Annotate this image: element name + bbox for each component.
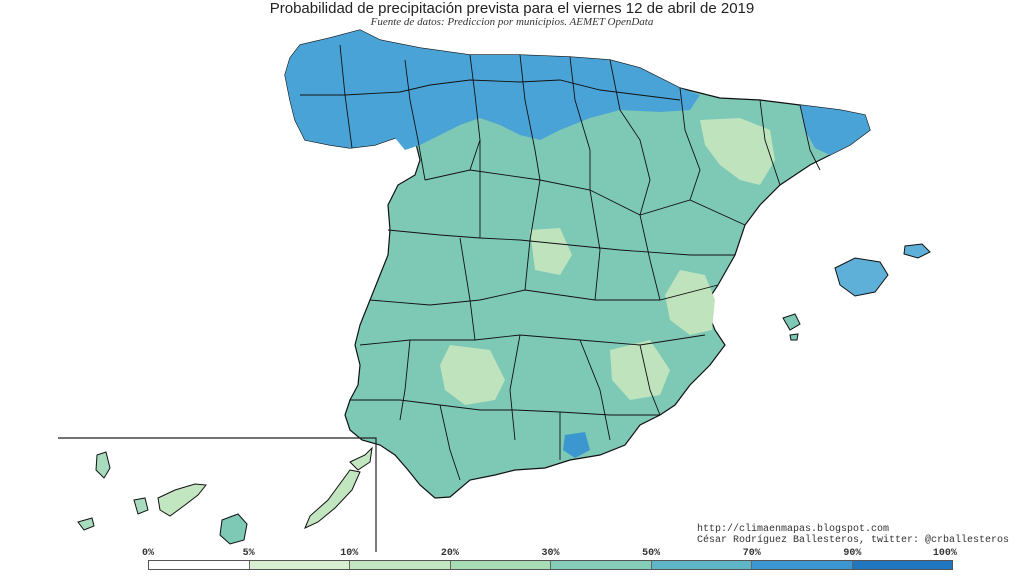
legend-label: 100% (932, 548, 957, 559)
el-hierro-island (77, 517, 95, 531)
fuerteventura-island (304, 469, 361, 529)
madrid-pale-zone (530, 228, 572, 275)
legend-swatch (551, 561, 652, 569)
legend-swatch (149, 561, 250, 569)
legend-label: 10% (340, 548, 359, 559)
credits-url: http://climaenmapas.blogspot.com (697, 524, 890, 535)
legend-label: 90% (843, 548, 862, 559)
tenerife-island (157, 483, 207, 517)
legend-label: 20% (440, 548, 459, 559)
lanzarote-island (349, 446, 373, 471)
legend-label: 70% (742, 548, 761, 559)
canary-inset-frame (58, 437, 377, 552)
mallorca-island (834, 257, 889, 297)
map-title: Probabilidad de precipitación prevista p… (269, 0, 755, 17)
la-gomera-island (133, 497, 149, 515)
southeast-pale-zone (610, 340, 670, 400)
gran-canaria-island (219, 513, 248, 545)
credits-author: César Rodríguez Ballesteros, twitter: @c… (697, 535, 1010, 546)
legend-swatch (852, 561, 952, 569)
legend-swatch (350, 561, 451, 569)
ebro-pale-zone (700, 118, 775, 185)
credits-block: http://climaenmapas.blogspot.com César R… (697, 524, 1009, 546)
legend: 0% 5% 10% 20% 30% 50% 70% 90% 100% (142, 548, 957, 572)
legend-label: 50% (642, 548, 661, 559)
la-palma-island (95, 451, 111, 479)
legend-color-bar (148, 560, 953, 570)
granada-blue-spot (563, 432, 590, 458)
legend-swatch (450, 561, 551, 569)
legend-swatch (651, 561, 752, 569)
province-boundaries (300, 44, 821, 481)
legend-label: 5% (242, 548, 255, 559)
legend-swatch (249, 561, 350, 569)
north-high-probability-zone (285, 30, 700, 150)
legend-label: 0% (141, 548, 155, 559)
map-subtitle: Fuente de datos: Prediccion por municipi… (370, 16, 654, 28)
northeast-blue-zone (800, 105, 870, 155)
menorca-island (903, 243, 931, 259)
legend-labels: 0% 5% 10% 20% 30% 50% 70% 90% 100% (142, 548, 957, 560)
legend-swatch (752, 561, 853, 569)
formentera-island (789, 333, 799, 341)
legend-label: 30% (541, 548, 560, 559)
east-pale-zone (665, 270, 715, 335)
ibiza-island (782, 313, 801, 331)
south-pale-zone (440, 345, 505, 405)
